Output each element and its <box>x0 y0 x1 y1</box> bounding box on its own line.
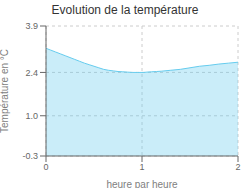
svg-text:2.4: 2.4 <box>25 68 38 78</box>
svg-text:2: 2 <box>235 162 240 172</box>
svg-text:Température en °C: Température en °C <box>8 49 10 133</box>
svg-text:1.0: 1.0 <box>25 111 38 121</box>
svg-text:-0.3: -0.3 <box>22 151 38 161</box>
html-text:Evolution de la température: Evolution de la température <box>51 3 199 17</box>
svg-text:1: 1 <box>139 162 144 172</box>
svg-text:3.9: 3.9 <box>25 21 38 31</box>
svg-text:0: 0 <box>43 162 48 172</box>
svg-text:heure par heure: heure par heure <box>106 179 178 188</box>
